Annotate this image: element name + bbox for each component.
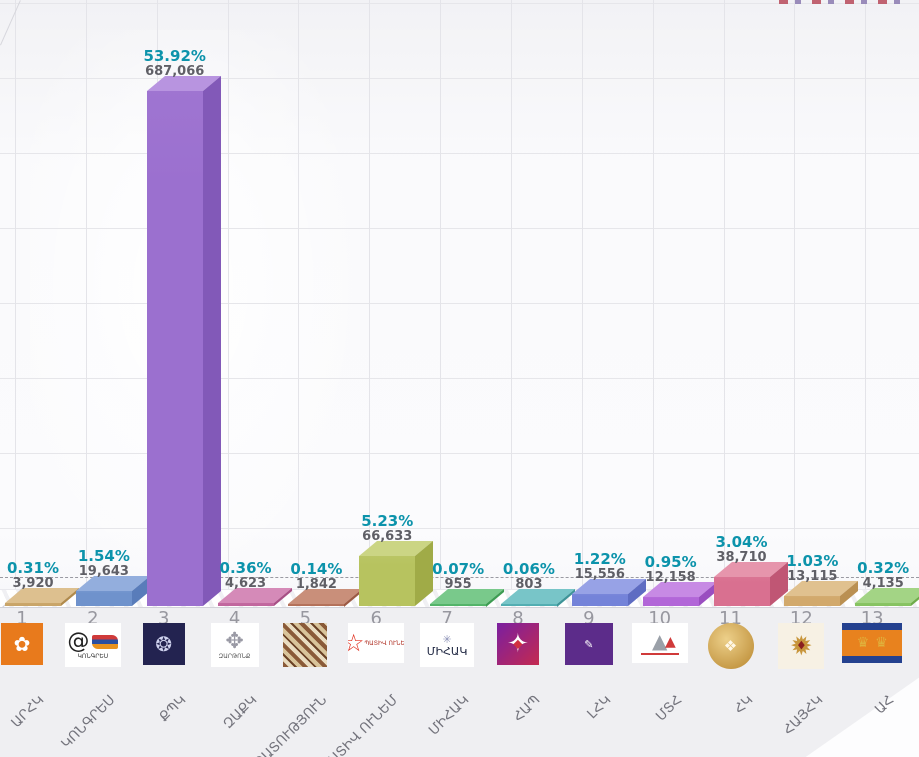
party-logo: ✎ bbox=[564, 623, 613, 665]
bar-side-face bbox=[202, 76, 221, 606]
v-gridline bbox=[227, 0, 229, 590]
axis-number: 1 bbox=[16, 608, 28, 629]
party-logo: ✥ ԶԱՐԹՈՆՔ bbox=[210, 623, 259, 667]
bar-front-face bbox=[571, 594, 628, 606]
axis-number: 9 bbox=[583, 608, 595, 629]
threshold-dashed-line bbox=[0, 577, 919, 578]
party-logo: ▲ ▲ bbox=[631, 623, 688, 663]
x-axis-line bbox=[0, 607, 919, 608]
bar-front-face bbox=[146, 91, 203, 606]
clipped-header-text bbox=[779, 0, 911, 4]
v-gridline bbox=[652, 0, 654, 590]
axis-number: 3 bbox=[157, 608, 170, 629]
bar-front-face bbox=[430, 603, 487, 606]
votes-label: 12,158 bbox=[645, 569, 696, 585]
party-logo: ☆ՊԱՏԻՎ ՈՒՆԵՄ bbox=[348, 623, 405, 663]
h-gridline bbox=[0, 3, 919, 4]
h-gridline bbox=[0, 303, 919, 304]
votes-label: 38,710 bbox=[716, 549, 767, 565]
h-gridline bbox=[0, 153, 919, 154]
v-gridline bbox=[865, 0, 867, 590]
votes-label: 66,633 bbox=[362, 529, 413, 545]
party-logo: ✿ bbox=[1, 623, 43, 665]
party-logo bbox=[283, 623, 328, 667]
v-gridline bbox=[369, 0, 371, 590]
v-gridline bbox=[581, 0, 583, 590]
v-gridline bbox=[510, 0, 512, 590]
bar-front-face bbox=[75, 591, 132, 606]
bar-front-face bbox=[784, 596, 841, 606]
votes-label: 1,842 bbox=[295, 576, 337, 592]
axis-number: 5 bbox=[299, 608, 312, 629]
percent-label: 0.32% bbox=[857, 558, 910, 577]
v-gridline bbox=[794, 0, 796, 590]
party-logo: ✳ ՄԻՀԱԿ bbox=[420, 623, 475, 667]
votes-label: 687,066 bbox=[145, 64, 205, 79]
percent-label: 1.22% bbox=[573, 550, 626, 569]
h-gridline bbox=[0, 78, 919, 79]
percent-label: 0.31% bbox=[6, 559, 60, 578]
bar-front-face bbox=[642, 596, 699, 606]
votes-label: 13,115 bbox=[787, 569, 838, 585]
bar-front-face bbox=[713, 576, 770, 606]
v-gridline bbox=[723, 0, 725, 590]
party-logo: ❂ bbox=[142, 623, 185, 665]
percent-label: 5.23% bbox=[361, 512, 414, 531]
votes-label: 4,623 bbox=[224, 575, 267, 591]
percent-label: 0.95% bbox=[644, 552, 697, 571]
party-logo: ❖ bbox=[707, 623, 754, 669]
h-gridline bbox=[0, 453, 919, 454]
percent-label: 1.03% bbox=[786, 552, 839, 571]
axis-number: 8 bbox=[512, 608, 524, 629]
bar-front-face bbox=[855, 602, 912, 606]
plot-area bbox=[0, 0, 919, 610]
wall-corner-edge bbox=[0, 0, 21, 46]
axis-number: 7 bbox=[441, 608, 453, 629]
party-logo: @ ԿՈՆԳՐԵՍ bbox=[64, 623, 121, 667]
v-gridline bbox=[15, 0, 16, 590]
votes-label: 19,643 bbox=[78, 564, 129, 580]
percent-label: 0.36% bbox=[219, 558, 272, 577]
bar-front-face bbox=[500, 603, 557, 606]
party-logo: ♛♛ bbox=[842, 623, 903, 663]
h-gridline bbox=[0, 228, 919, 229]
votes-label: 15,556 bbox=[574, 567, 625, 583]
votes-label: 955 bbox=[444, 576, 472, 592]
bar-front-face bbox=[5, 603, 61, 606]
h-gridline bbox=[0, 528, 919, 529]
v-gridline bbox=[85, 0, 87, 590]
percent-label: 0.07% bbox=[432, 559, 485, 578]
votes-label: 3,920 bbox=[12, 576, 54, 592]
party-logo: ✦ ◆ bbox=[496, 623, 539, 665]
bar-front-face bbox=[288, 603, 345, 606]
v-gridline bbox=[298, 0, 300, 590]
bar-front-face bbox=[217, 602, 274, 606]
axis-number: 2 bbox=[87, 608, 99, 629]
percent-label: 3.04% bbox=[715, 532, 768, 551]
axis-number: 4 bbox=[228, 608, 241, 629]
percent-label: 0.06% bbox=[502, 559, 555, 578]
axis-number: 6 bbox=[370, 608, 382, 629]
v-gridline bbox=[440, 0, 442, 590]
percent-label: 1.54% bbox=[77, 547, 130, 566]
percent-label: 53.92% bbox=[143, 47, 206, 65]
party-logo: ✹ ♦ bbox=[778, 623, 825, 669]
votes-label: 803 bbox=[515, 576, 543, 592]
h-gridline bbox=[0, 378, 919, 379]
votes-label: 4,135 bbox=[862, 575, 904, 591]
percent-label: 0.14% bbox=[290, 559, 343, 578]
bar-front-face bbox=[359, 556, 416, 606]
